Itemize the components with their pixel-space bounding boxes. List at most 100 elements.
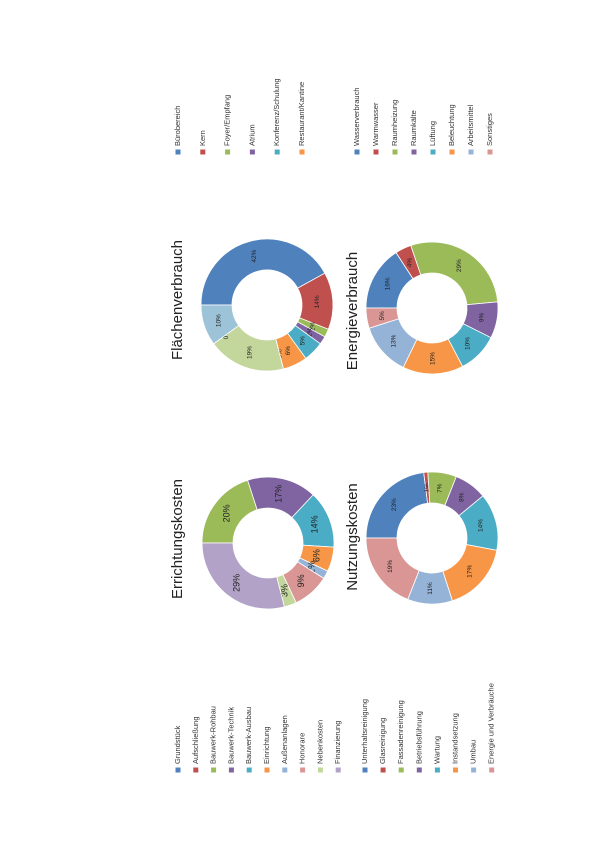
legend-swatch [468, 149, 474, 155]
chart-title: Energieverbrauch [344, 252, 361, 370]
legend-label: Sonstiges [485, 113, 494, 146]
legend-swatch [228, 767, 234, 773]
legend-label: Arbeitsmittel [466, 104, 475, 146]
legend-label: Raumheizung [390, 100, 399, 146]
data-label: 14% [309, 515, 319, 533]
donut-slice [365, 307, 400, 329]
data-label: 6% [285, 346, 292, 356]
data-label: 16% [384, 277, 391, 290]
data-label: 6% [311, 549, 321, 562]
data-label: 20% [222, 504, 232, 522]
legend-label: Bürobereich [173, 106, 182, 146]
data-label: 10% [465, 337, 472, 350]
legend-label: Restaurant/Kantine [297, 82, 306, 146]
data-label: 13% [391, 334, 398, 347]
data-label: 9% [296, 574, 306, 587]
legend-label: Beleuchtung [447, 104, 456, 146]
legend-swatch [249, 149, 255, 155]
legend-swatch [411, 149, 417, 155]
legend-swatch [380, 767, 386, 773]
legend-label: Außenanlagen [280, 715, 289, 764]
donut-slice [200, 238, 326, 306]
legend-label: Wartung [432, 736, 441, 764]
legend-swatch [175, 149, 181, 155]
data-label: 10% [216, 314, 223, 327]
legend-swatch [373, 149, 379, 155]
legend-label: Instandsetzung [450, 713, 459, 764]
legend-label: Grundstück [173, 725, 182, 764]
legend-swatch [317, 767, 323, 773]
legend-label: Konferenz/Schulung [272, 78, 281, 146]
data-label: 7% [437, 483, 444, 493]
data-label: 9% [478, 312, 485, 322]
legend-swatch [362, 767, 368, 773]
data-label: 2% [307, 561, 317, 574]
data-label: 42% [251, 249, 258, 262]
legend-swatch [335, 767, 341, 773]
legend-label: Umbau [469, 740, 478, 764]
legend-label: Bauwerk-Ausbau [244, 707, 253, 764]
legend-swatch [487, 149, 493, 155]
legend-swatch [300, 767, 306, 773]
legend-label: Bauwerk-Technik [226, 707, 235, 764]
rotated-content: Errichtungskosten0%0%20%17%14%6%2%9%3%29… [169, 78, 499, 773]
data-label: 23% [391, 498, 398, 511]
legend-swatch [299, 149, 305, 155]
legend-swatch [246, 767, 252, 773]
legend-label: Einrichtung [262, 726, 271, 764]
data-label: 14% [314, 295, 321, 308]
legend-label: Unterhaltsreinigung [360, 699, 369, 764]
legend-label: Glasreinigung [378, 718, 387, 764]
data-label: 14% [478, 519, 485, 532]
legend-label: Raumkälte [409, 110, 418, 146]
data-label: 5% [299, 336, 306, 346]
donut-slice [410, 241, 499, 306]
data-label: 2% [309, 322, 316, 332]
donut-slice [200, 304, 240, 345]
legend-label: Wasserverbrauch [352, 88, 361, 147]
donut-slice [201, 542, 285, 610]
legend-label: Energie und Verbräuche [487, 683, 496, 764]
legend-label: Kern [198, 130, 207, 146]
legend-swatch [453, 767, 458, 773]
legend-swatch [471, 767, 477, 773]
data-label: 15% [430, 352, 437, 365]
legend-swatch [200, 149, 206, 155]
data-label: 5% [379, 311, 386, 321]
data-label: 4% [407, 258, 414, 268]
data-label: 3% [279, 584, 289, 597]
legend-label: Bauwerk-Rohbau [209, 706, 218, 764]
data-label: 19% [387, 560, 394, 573]
legend-label: Fassadenreinigung [396, 700, 405, 764]
legend-swatch [354, 149, 360, 155]
data-label: 29% [456, 259, 463, 272]
legend-swatch [175, 767, 181, 773]
legend-swatch [225, 149, 231, 155]
data-label: 11% [427, 582, 434, 595]
donut-slice [365, 537, 420, 600]
legend-label: Warmwasser [371, 102, 380, 146]
legend-swatch [449, 149, 455, 155]
legend-swatch [398, 767, 404, 773]
legend-label: Nebenkosten [315, 720, 324, 764]
legend-label: Aufschließung [191, 716, 200, 764]
legend-label: Lüftung [428, 121, 437, 146]
legend-swatch [430, 149, 436, 155]
data-label: 29% [231, 574, 241, 592]
legend-label: Honorare [298, 733, 307, 764]
legend-swatch [193, 767, 199, 773]
legend-swatch [392, 149, 398, 155]
legend-label: Finanzierung [333, 721, 342, 764]
chart-title: Nutzungskosten [344, 483, 361, 591]
legend-label: Betriebsführung [414, 711, 423, 764]
chart-title: Errichtungskosten [169, 479, 186, 599]
data-label: 17% [467, 565, 474, 578]
chart-title: Flächenverbrauch [169, 240, 186, 360]
legend-swatch [211, 767, 217, 773]
data-label: 1% [424, 483, 431, 493]
legend-label: Atrium [247, 124, 256, 146]
data-label: 17% [273, 485, 283, 503]
legend-swatch [489, 767, 495, 773]
